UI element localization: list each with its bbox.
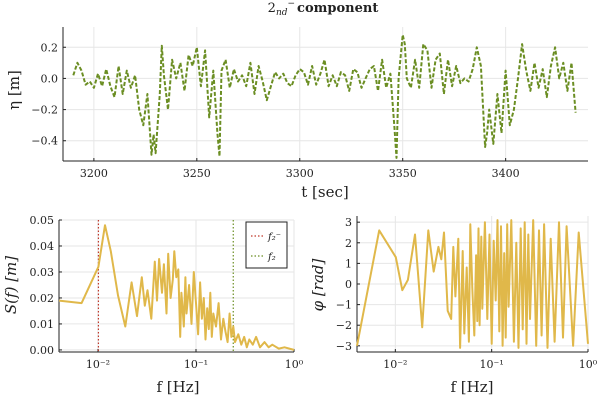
- phase-panel: 10⁻² 10⁻¹ 10⁰ −3 −2 −1 0 1 2 3 f [Hz] φ [rad]: [309, 216, 598, 396]
- spectrum-x-label: f [Hz]: [156, 378, 199, 396]
- spectrum-legend: f₂⁻ f₂: [245, 221, 288, 269]
- legend-label: f₂: [267, 252, 276, 263]
- phase-ticks: 10⁻² 10⁻¹ 10⁰ −3 −2 −1 0 1 2 3: [336, 216, 598, 371]
- spectrum-ticks: 10⁻² 10⁻¹ 10⁰ 0.00 0.01 0.02 0.03 0.04 0.05: [30, 214, 304, 371]
- y-tick-label: −0.2: [31, 104, 58, 117]
- y-tick-label: 0.05: [30, 214, 55, 227]
- y-tick-label: 1: [345, 257, 352, 270]
- y-tick-label: 0.04: [30, 240, 55, 253]
- time-series-x-label: t [sec]: [301, 183, 348, 201]
- series-line: [58, 224, 295, 351]
- y-tick-label: 0: [345, 278, 352, 291]
- y-tick-label: 0.2: [41, 41, 59, 54]
- time-series-ticks: 3200 3250 3300 3350 3400 −0.4 −0.2 0.0 0.2: [31, 41, 519, 180]
- x-tick-label: 3250: [183, 167, 211, 180]
- x-tick-label: 10⁻¹: [480, 358, 504, 371]
- y-tick-label: 0.03: [30, 266, 55, 279]
- phase-x-label: f [Hz]: [450, 378, 493, 396]
- time-series-panel: 2nd− component 3200 3250 3300 3350 3400 −0.4 −0…: [5, 0, 588, 201]
- x-tick-label: 10⁻²: [86, 358, 110, 371]
- y-tick-label: 0.0: [41, 72, 59, 85]
- spectrum-y-label: S(f) [m]: [2, 256, 20, 314]
- time-series-grid: [63, 27, 588, 161]
- x-tick-label: 3350: [389, 167, 417, 180]
- y-tick-label: 0.01: [30, 318, 55, 331]
- y-tick-label: −2: [336, 319, 352, 332]
- y-tick-label: 0.02: [30, 292, 55, 305]
- y-tick-label: −3: [336, 340, 352, 353]
- series-line: [356, 219, 589, 349]
- x-tick-label: 10⁻²: [383, 358, 407, 371]
- series-line: [72, 33, 577, 159]
- legend-box: [245, 221, 288, 269]
- x-tick-label: 10⁻¹: [184, 358, 208, 371]
- y-tick-label: −0.4: [31, 135, 58, 148]
- x-tick-label: 3400: [492, 167, 520, 180]
- phase-y-label: φ [rad]: [309, 259, 327, 312]
- chart-title: 2nd− component: [268, 0, 379, 18]
- spectrum-lines: [58, 224, 295, 351]
- x-tick-label: 3300: [286, 167, 314, 180]
- phase-lines: [356, 219, 589, 349]
- x-tick-label: 3200: [80, 167, 108, 180]
- y-tick-label: 3: [345, 216, 352, 229]
- time-series-axes: [62, 27, 588, 162]
- y-tick-label: 2: [345, 237, 352, 250]
- time-series-y-label: η [m]: [5, 70, 23, 110]
- legend-label: f₂⁻: [267, 232, 281, 243]
- x-tick-label: 10⁰: [285, 358, 304, 371]
- x-tick-label: 10⁰: [579, 358, 598, 371]
- y-tick-label: 0.00: [30, 344, 55, 357]
- y-tick-label: −1: [336, 299, 352, 312]
- time-series-lines: [72, 33, 577, 159]
